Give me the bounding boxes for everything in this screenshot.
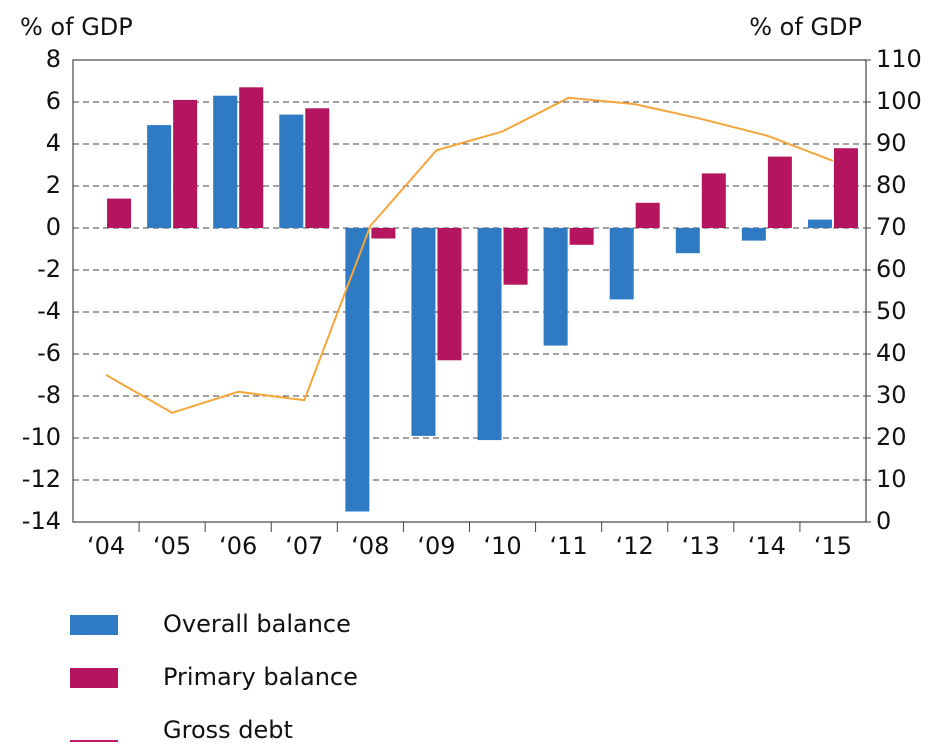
x-tick-label: ‘15 xyxy=(814,532,852,560)
x-tick-label: ‘06 xyxy=(219,532,257,560)
y-tick-label: 0 xyxy=(46,213,61,241)
y2-tick-label: 20 xyxy=(876,423,907,451)
bar xyxy=(807,219,832,228)
y2-tick-label: 40 xyxy=(876,339,907,367)
y-tick-label: 6 xyxy=(46,87,61,115)
y-tick-label: 2 xyxy=(46,171,61,199)
bar xyxy=(173,99,198,229)
legend-label: Overall balance xyxy=(163,610,351,638)
legend-swatch xyxy=(70,615,118,635)
bar xyxy=(239,87,264,228)
plot-frame xyxy=(72,59,867,523)
bar xyxy=(371,228,396,239)
line xyxy=(105,96,834,414)
bar xyxy=(107,198,132,228)
x-tick-label: ‘12 xyxy=(616,532,654,560)
bar xyxy=(503,228,528,285)
y-axis-label: % of GDP xyxy=(20,13,133,41)
x-tick-label: ‘11 xyxy=(550,532,588,560)
y-tick-label: -2 xyxy=(37,255,61,283)
y-tick-label: -14 xyxy=(22,507,61,535)
x-tick-label: ‘04 xyxy=(87,532,125,560)
y2-tick-label: 10 xyxy=(876,465,907,493)
y-tick-label: -10 xyxy=(22,423,61,451)
x-tick-label: ‘07 xyxy=(285,532,323,560)
y2-tick-label: 0 xyxy=(876,507,891,535)
bar xyxy=(741,228,766,241)
y2-tick-label: 110 xyxy=(876,45,922,73)
legend-label: Primary balance xyxy=(163,663,358,691)
y2-tick-label: 100 xyxy=(876,87,922,115)
bar xyxy=(279,114,304,228)
bar xyxy=(147,125,172,228)
y2-tick-label: 60 xyxy=(876,255,907,283)
x-tick-label: ‘08 xyxy=(351,532,389,560)
y-tick-label: -12 xyxy=(22,465,61,493)
bar xyxy=(345,228,370,512)
y-tick-label: 4 xyxy=(46,129,61,157)
bar xyxy=(675,228,700,254)
bar xyxy=(767,156,792,228)
x-tick-label: ‘05 xyxy=(153,532,191,560)
x-tick-label: ‘09 xyxy=(417,532,455,560)
y2-tick-label: 90 xyxy=(876,129,907,157)
y2-tick-label: 30 xyxy=(876,381,907,409)
bar xyxy=(609,228,634,300)
y-tick-label: -6 xyxy=(37,339,61,367)
y-tick-label: -8 xyxy=(37,381,61,409)
x-tick-label: ‘14 xyxy=(748,532,786,560)
y-tick-label: -4 xyxy=(37,297,61,325)
y2-tick-label: 80 xyxy=(876,171,907,199)
legend-label: Gross debt xyxy=(163,716,293,744)
bar xyxy=(411,228,436,436)
bar xyxy=(437,228,462,361)
y2-axis-label: % of GDP xyxy=(749,13,862,41)
bar xyxy=(635,202,660,228)
bar xyxy=(543,228,568,346)
legend-swatch xyxy=(70,668,118,688)
x-tick-label: ‘13 xyxy=(682,532,720,560)
bar xyxy=(477,228,502,441)
bar xyxy=(833,148,858,228)
bar xyxy=(701,173,726,228)
bar xyxy=(213,95,238,228)
y2-tick-label: 50 xyxy=(876,297,907,325)
y2-tick-label: 70 xyxy=(876,213,907,241)
x-tick-label: ‘10 xyxy=(483,532,521,560)
bar xyxy=(305,108,330,228)
bar xyxy=(569,228,594,245)
y-tick-label: 8 xyxy=(46,45,61,73)
